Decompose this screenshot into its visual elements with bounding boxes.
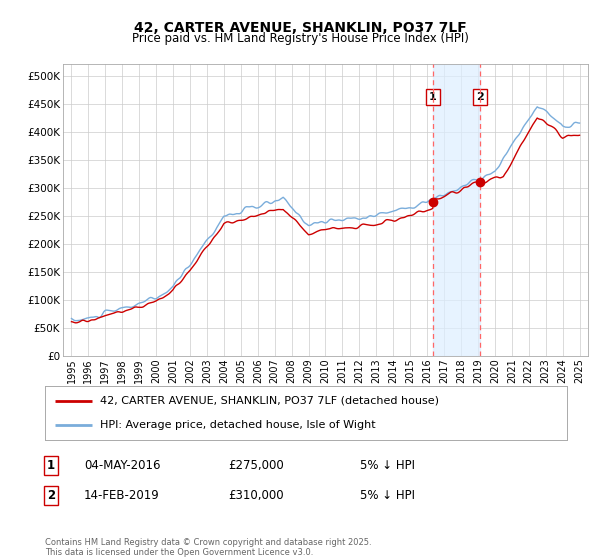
Text: Price paid vs. HM Land Registry's House Price Index (HPI): Price paid vs. HM Land Registry's House … xyxy=(131,32,469,45)
Text: Contains HM Land Registry data © Crown copyright and database right 2025.
This d: Contains HM Land Registry data © Crown c… xyxy=(45,538,371,557)
Text: 04-MAY-2016: 04-MAY-2016 xyxy=(84,459,161,473)
Text: 14-FEB-2019: 14-FEB-2019 xyxy=(84,489,160,502)
Text: 1: 1 xyxy=(429,92,437,102)
Text: 5% ↓ HPI: 5% ↓ HPI xyxy=(360,489,415,502)
Text: £275,000: £275,000 xyxy=(228,459,284,473)
Text: 1: 1 xyxy=(47,459,55,473)
Bar xyxy=(433,64,480,356)
Text: 2: 2 xyxy=(47,489,55,502)
Text: 42, CARTER AVENUE, SHANKLIN, PO37 7LF: 42, CARTER AVENUE, SHANKLIN, PO37 7LF xyxy=(134,21,466,35)
Text: 2: 2 xyxy=(476,92,484,102)
Text: £310,000: £310,000 xyxy=(228,489,284,502)
Text: HPI: Average price, detached house, Isle of Wight: HPI: Average price, detached house, Isle… xyxy=(100,420,376,430)
Text: 42, CARTER AVENUE, SHANKLIN, PO37 7LF (detached house): 42, CARTER AVENUE, SHANKLIN, PO37 7LF (d… xyxy=(100,396,439,406)
Text: 5% ↓ HPI: 5% ↓ HPI xyxy=(360,459,415,473)
